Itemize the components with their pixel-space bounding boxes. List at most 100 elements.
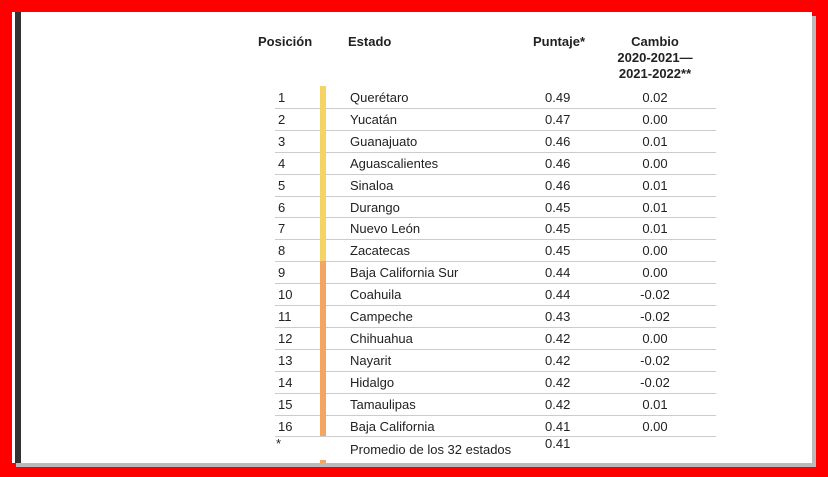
position: 9 <box>278 265 286 281</box>
change: -0.02 <box>640 309 670 324</box>
tier-bar <box>320 261 326 284</box>
footer-cell: 0.41 <box>545 436 571 452</box>
tier-bar <box>320 86 326 109</box>
side-bar <box>15 12 21 463</box>
tier-bar <box>320 173 326 196</box>
tier-bar <box>320 107 326 131</box>
tier-bar <box>320 348 326 372</box>
state: Zacatecas <box>350 243 410 259</box>
state: Hidalgo <box>350 374 395 390</box>
footer-cell: Promedio de los 32 estados <box>350 442 512 458</box>
tier-bar <box>320 129 326 153</box>
row-rule <box>275 283 716 285</box>
score: 0.45 <box>545 221 571 237</box>
score: 0.45 <box>545 243 571 259</box>
column-header: Estado <box>348 34 392 49</box>
row-rule <box>275 151 716 153</box>
position: 1 <box>278 90 286 105</box>
table-panel: Posición Estado Puntaje* Cambio 2020-2021— … <box>12 12 812 463</box>
row-rule <box>275 414 716 416</box>
score: 0.46 <box>545 133 571 149</box>
state: Nayarit <box>350 352 392 368</box>
change: 0.01 <box>642 396 668 412</box>
footer-cell: * <box>276 436 282 452</box>
position: 10 <box>278 287 293 303</box>
state: Durango <box>350 199 400 215</box>
change: 0.01 <box>642 221 668 237</box>
row-rule <box>275 392 716 394</box>
change: 0.01 <box>642 199 668 215</box>
tier-bar <box>320 151 326 175</box>
state: Aguascalientes <box>350 155 439 171</box>
position: 3 <box>278 133 286 149</box>
tier-bar <box>320 460 326 463</box>
change: 0.01 <box>642 177 668 193</box>
tier-bar <box>320 414 326 437</box>
state: Nuevo León <box>350 221 421 237</box>
change: 0.00 <box>642 155 668 171</box>
change: 0.00 <box>642 243 668 259</box>
score: 0.42 <box>545 396 571 412</box>
change: 0.00 <box>642 265 668 281</box>
tier-bar <box>320 239 326 262</box>
change: 0.02 <box>642 90 668 105</box>
change: -0.02 <box>640 374 670 390</box>
position: 2 <box>278 111 286 127</box>
score: 0.46 <box>545 155 571 171</box>
state: Chihuahua <box>350 330 413 346</box>
position: 6 <box>278 199 286 215</box>
position: 7 <box>278 221 286 237</box>
row-rule <box>275 305 716 306</box>
tier-bar <box>320 305 326 328</box>
score: 0.44 <box>545 287 571 303</box>
tier-bar <box>320 326 326 350</box>
change: 0.00 <box>642 111 668 127</box>
state: Baja California <box>350 418 435 434</box>
position: 16 <box>278 418 293 434</box>
score: 0.45 <box>545 199 571 215</box>
row-rule <box>275 173 716 175</box>
position: 12 <box>278 330 293 346</box>
score: 0.42 <box>545 330 571 346</box>
position: 11 <box>278 309 292 324</box>
change: 0.00 <box>642 418 668 434</box>
tier-bar <box>320 195 326 218</box>
score: 0.47 <box>545 111 571 127</box>
column-header: Cambio 2020-2021— 2021-2022** <box>617 34 693 81</box>
column-header: Puntaje* <box>533 34 586 49</box>
row-rule <box>275 239 716 241</box>
score: 0.46 <box>545 177 571 193</box>
score: 0.49 <box>545 90 571 105</box>
tier-bar <box>320 283 326 306</box>
score: 0.44 <box>545 265 571 281</box>
tier-bar <box>320 217 326 240</box>
position: 13 <box>278 352 293 368</box>
state: Querétaro <box>350 90 409 105</box>
row-rule <box>275 195 716 197</box>
score: 0.43 <box>545 309 571 324</box>
state: Campeche <box>350 309 413 324</box>
row-rule <box>275 436 716 438</box>
position: 4 <box>278 155 286 171</box>
state: Baja California Sur <box>350 265 459 281</box>
position: 5 <box>278 177 286 193</box>
score: 0.42 <box>545 352 571 368</box>
change: 0.01 <box>642 133 668 149</box>
row-rule <box>275 370 716 372</box>
score: 0.42 <box>545 374 571 390</box>
column-header: Posición <box>258 34 313 49</box>
row-rule <box>275 107 716 109</box>
state: Guanajuato <box>350 133 418 149</box>
score: 0.41 <box>545 418 571 434</box>
row-rule <box>275 129 716 131</box>
row-rule <box>275 261 716 263</box>
state: Yucatán <box>350 111 397 127</box>
position: 8 <box>278 243 286 259</box>
position: 14 <box>278 374 293 390</box>
row-rule <box>275 217 716 219</box>
state: Sinaloa <box>350 177 394 193</box>
tier-bar <box>320 370 326 394</box>
state: Coahuila <box>350 287 402 303</box>
change: 0.00 <box>642 330 668 346</box>
